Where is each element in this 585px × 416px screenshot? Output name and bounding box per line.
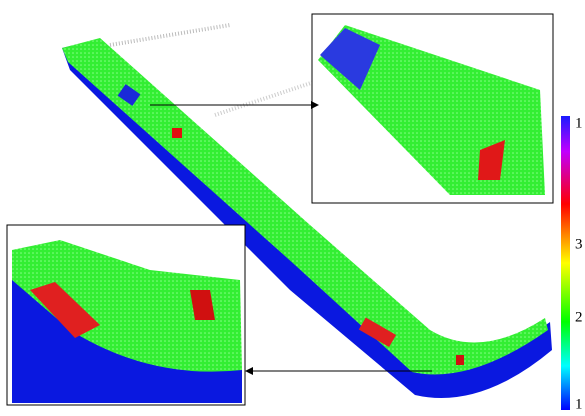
figure: 1 3 2 1 <box>0 0 585 416</box>
colorbar-label: 2 <box>575 309 583 325</box>
inset-top <box>312 14 553 203</box>
inset-bottom <box>7 225 245 405</box>
colorbar <box>561 116 570 410</box>
colorbar-label: 1 <box>575 396 583 412</box>
colorbar-label: 1 <box>575 115 583 131</box>
colorbar-label: 3 <box>575 236 583 252</box>
